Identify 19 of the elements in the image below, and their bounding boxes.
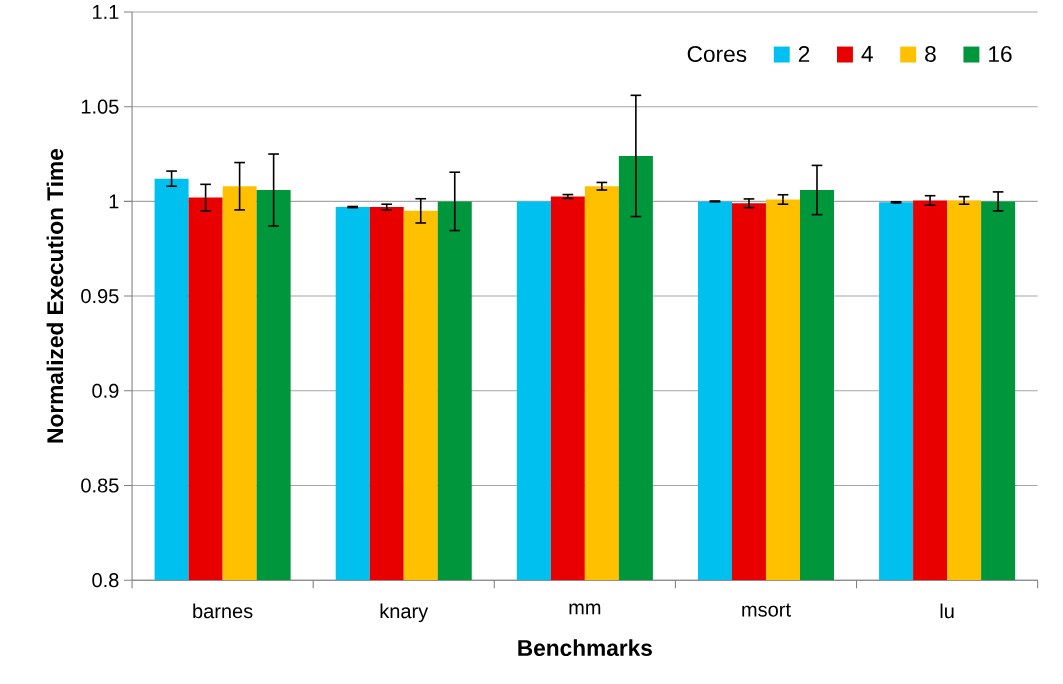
legend-label: 8 [925,45,936,62]
y-tick-label: 0.8 [92,572,119,588]
legend-title: Cores [687,45,747,62]
x-tick-label: knary [380,603,429,623]
x-tick-label: lu [940,603,954,619]
y-tick-label: 0.9 [92,383,119,398]
x-tick-label: barnes [193,603,253,619]
y-tick-label: 1.1 [93,5,119,19]
y-tick-label: 1 [109,194,119,209]
y-tick-label: 0.85 [81,478,119,493]
y-tick-label: 1.05 [81,99,119,114]
legend-label: 4 [861,46,873,62]
x-tick-label: msort [742,603,791,617]
y-axis-title: Normalized Execution Time [46,148,64,443]
legend-label: 16 [989,45,1012,62]
legend-label: 2 [798,45,810,62]
x-tick-label: mm [569,603,601,615]
x-axis-title: Benchmarks [518,639,652,656]
y-tick-label: 0.95 [81,288,119,304]
